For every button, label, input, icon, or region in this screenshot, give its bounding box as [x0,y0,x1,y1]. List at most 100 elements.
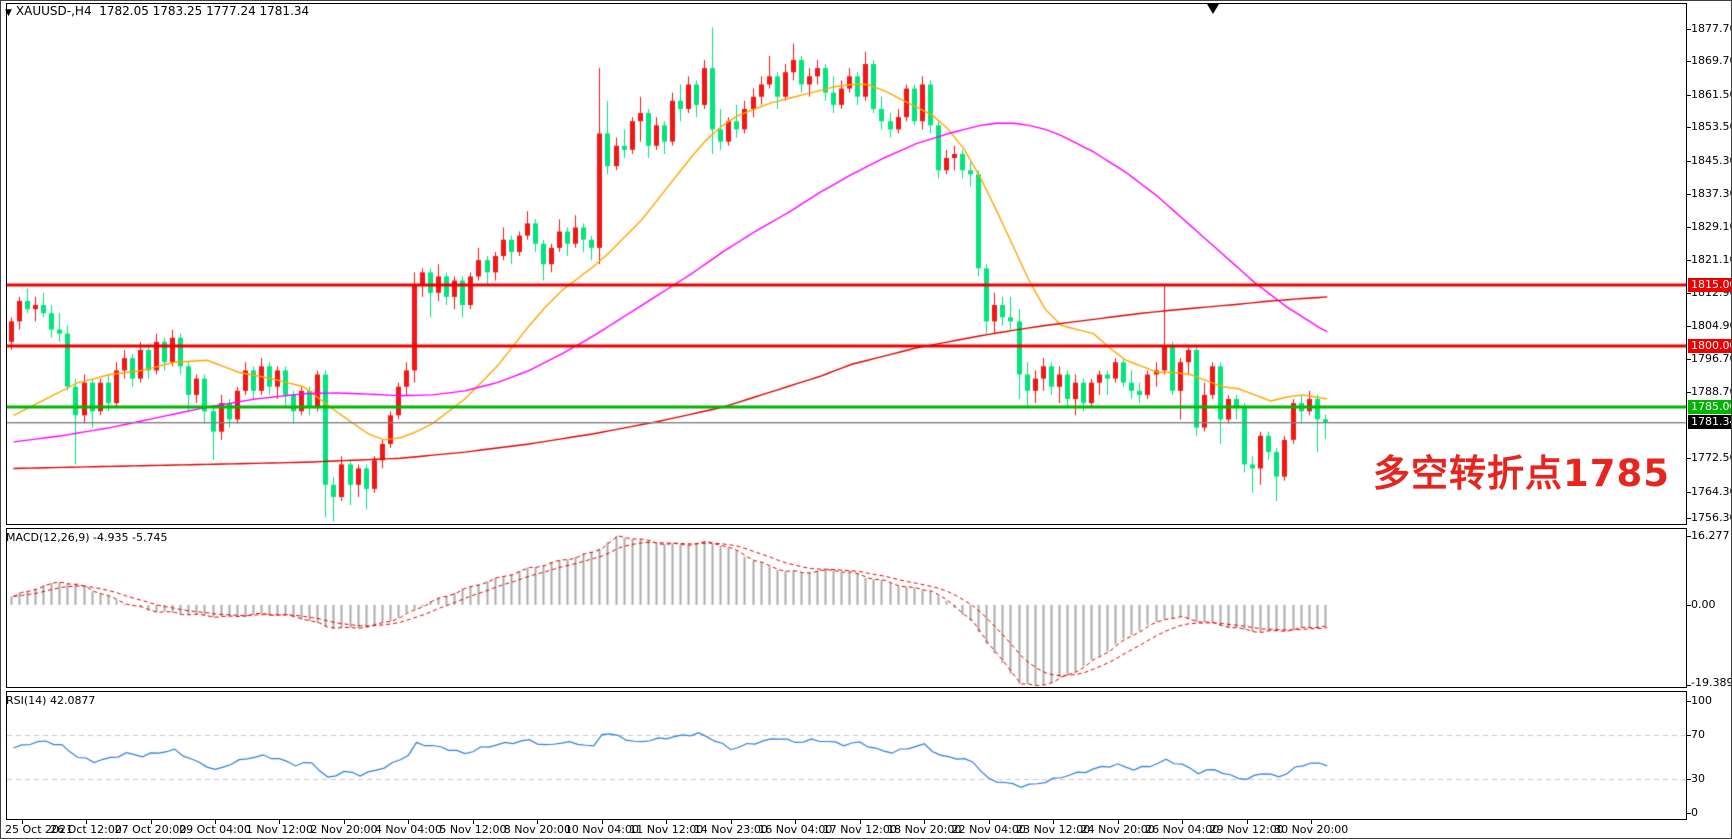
price-tick [1687,127,1691,129]
time-axis-label: 11 Nov 12:00 [629,823,704,836]
time-axis-label: 17 Nov 12:00 [822,823,897,836]
time-axis-label: 30 Nov 20:00 [1274,823,1349,836]
rsi-tick-label: 0 [1691,805,1698,819]
time-tick [1311,820,1313,824]
time-axis-label: 18 Nov 20:00 [887,823,962,836]
time-axis-label: 8 Nov 20:00 [503,823,571,836]
price-tick [1687,392,1691,394]
time-axis-label: 1 Nov 12:00 [245,823,314,836]
price-tick-label: 1853.50 [1691,120,1732,134]
rsi-tick [1687,734,1691,736]
time-axis-label: 22 Nov 04:00 [951,823,1026,836]
time-tick [1182,820,1184,824]
time-axis-label: 26 Oct 12:00 [50,823,122,836]
price-tick-label: 1845.30 [1691,153,1732,167]
rsi-tick [1687,812,1691,814]
rsi-label: RSI(14) 42.0877 [6,694,96,707]
price-tick-label: 1829.10 [1691,220,1732,234]
time-axis-label: 14 Nov 23:00 [693,823,768,836]
macd-canvas[interactable] [7,529,1686,687]
price-tick-label: 1861.50 [1691,87,1732,101]
time-tick [859,820,861,824]
price-tick-label: 1837.30 [1691,186,1732,200]
rsi-tick-label: 100 [1691,693,1712,707]
macd-tick [1687,685,1691,686]
time-tick [988,820,990,824]
price-tick-label: 1756.30 [1691,511,1732,524]
time-tick [472,820,474,824]
macd-panel [6,528,1687,688]
time-tick [924,820,926,824]
time-axis-label: 16 Nov 04:00 [758,823,833,836]
time-tick [666,820,668,824]
rsi-tick-label: 70 [1691,727,1705,741]
time-tick [1246,820,1248,824]
time-axis-label: 27 Oct 20:00 [114,823,187,836]
time-tick [86,820,88,824]
time-axis-label: 24 Nov 20:00 [1080,823,1155,836]
main-chart-panel [6,3,1687,525]
rsi-tick-label: 30 [1691,772,1705,786]
price-tick [1687,193,1691,195]
time-tick [537,820,539,824]
macd-tick [1687,604,1691,606]
macd-tick-label: 0.00 [1691,597,1716,611]
time-tick [601,820,603,824]
price-tick-label: 1796.70 [1691,352,1732,366]
price-tick [1687,160,1691,162]
time-tick [1053,820,1055,824]
price-tick-label: 1869.70 [1691,54,1732,68]
price-tick [1687,293,1691,295]
time-tick [21,820,23,824]
price-tick-label: 1764.30 [1691,484,1732,498]
price-tick-label: 1772.50 [1691,451,1732,465]
time-tick [150,820,152,824]
time-tick [795,820,797,824]
chevron-down-icon[interactable]: ▼ [5,8,12,18]
time-axis-label: 29 Oct 04:00 [179,823,251,836]
time-axis-label: 4 Nov 04:00 [374,823,443,836]
price-tick [1687,28,1691,30]
time-tick [343,820,345,824]
main-chart-canvas[interactable] [7,4,1686,524]
time-axis-label: 2 Nov 20:00 [310,823,378,836]
price-tick [1687,94,1691,96]
price-tick-label: 1788.70 [1691,385,1732,399]
macd-tick-label: -19.389 [1691,676,1732,689]
price-tick [1687,61,1691,63]
rsi-canvas[interactable] [7,692,1686,819]
rsi-tick [1687,779,1691,781]
rsi-panel [6,691,1687,820]
chart-ohlc-values: 1782.05 1783.25 1777.24 1781.34 [99,4,310,18]
time-axis-label: 26 Nov 04:00 [1145,823,1220,836]
price-tick [1687,325,1691,327]
price-tick [1687,359,1691,361]
price-tick [1687,259,1691,261]
chart-annotation-text[interactable]: 多空转折点1785 [1373,452,1670,495]
price-tick-label: 1804.90 [1691,318,1732,332]
time-axis-label: 25 Oct 2021 [5,823,74,836]
price-level-badge-1815: 1815.00 [1688,277,1731,292]
time-axis-label: 5 Nov 12:00 [439,823,507,836]
price-level-badge-1785: 1785.00 [1688,400,1731,415]
price-tick-label: 1821.10 [1691,252,1732,266]
time-tick [408,820,410,824]
current-price-badge: 1781.34 [1688,415,1731,430]
macd-label: MACD(12,26,9) -4.935 -5.745 [6,531,168,544]
rsi-tick [1687,700,1691,702]
price-tick [1687,458,1691,460]
price-tick [1687,491,1691,493]
time-tick [730,820,732,824]
chart-shift-marker-icon[interactable] [1207,4,1219,14]
time-tick [1117,820,1119,824]
time-tick [279,820,281,824]
price-level-badge-1800: 1800.00 [1688,338,1731,353]
macd-tick [1687,536,1691,538]
time-axis-label: 23 Nov 12:00 [1016,823,1091,836]
time-axis-label: 10 Nov 04:00 [564,823,639,836]
time-tick [215,820,216,824]
macd-tick-label: 16.277 [1691,529,1730,543]
price-tick [1687,227,1691,229]
chart-symbol-period: XAUUSD-,H4 [15,4,92,18]
